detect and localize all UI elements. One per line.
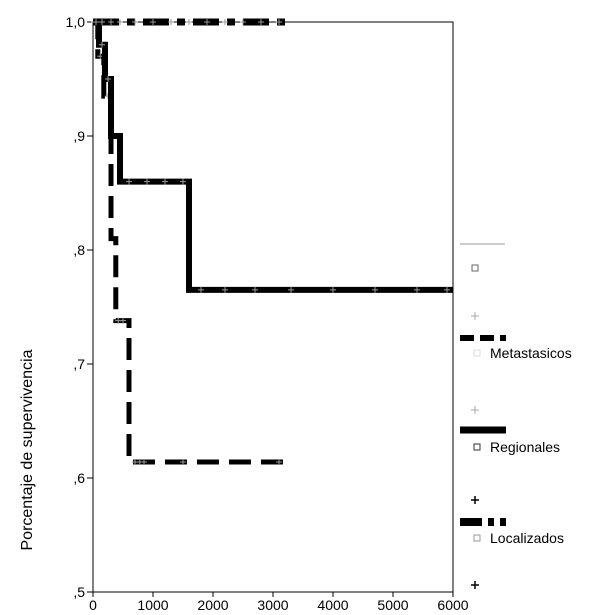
censor-mark bbox=[93, 19, 99, 25]
censor-mark bbox=[180, 459, 186, 466]
x-tick-label: 5000 bbox=[377, 597, 408, 613]
censor-mark bbox=[252, 286, 258, 293]
x-tick-label: 4000 bbox=[317, 597, 348, 613]
legend-label-localizados: Localizados bbox=[490, 530, 564, 546]
censor-mark bbox=[126, 178, 132, 185]
x-axis: 0 1000 2000 3000 4000 5000 6000 bbox=[89, 592, 469, 613]
x-tick-label: 0 bbox=[89, 597, 97, 613]
y-tick-label: 1,0 bbox=[66, 14, 86, 30]
y-axis: ,5 ,6 ,7 ,8 ,9 1,0 bbox=[66, 14, 93, 600]
x-tick-label: 2000 bbox=[197, 597, 228, 613]
y-axis-title: Porcentaje de supervivencia bbox=[19, 349, 36, 550]
censor-mark bbox=[444, 286, 450, 293]
censor-mark bbox=[204, 19, 210, 25]
legend-square-icon bbox=[473, 443, 481, 451]
censor-mark bbox=[99, 41, 105, 48]
plot-area bbox=[92, 21, 454, 593]
censor-mark bbox=[240, 19, 246, 25]
censor-mark bbox=[180, 178, 186, 185]
y-tick-label: ,6 bbox=[73, 470, 85, 486]
censor-mark bbox=[222, 286, 228, 293]
censor-mark bbox=[288, 286, 294, 293]
legend: Metastasicos Regionales Localizados bbox=[460, 243, 572, 589]
series-localizados bbox=[93, 18, 285, 26]
censor-mark bbox=[108, 19, 114, 25]
censor-mark bbox=[162, 178, 168, 185]
x-tick-label: 1000 bbox=[137, 597, 168, 613]
legend-plus-icon bbox=[471, 312, 479, 320]
y-tick-label: ,5 bbox=[73, 584, 85, 600]
legend-square-icon bbox=[473, 534, 481, 542]
y-tick-label: ,9 bbox=[73, 128, 85, 144]
censor-mark bbox=[120, 317, 126, 324]
series-layer bbox=[91, 18, 453, 466]
censor-mark bbox=[105, 76, 111, 82]
legend-label-metastasicos: Metastasicos bbox=[490, 345, 572, 361]
censor-mark bbox=[150, 19, 156, 25]
censor-mark bbox=[222, 19, 228, 25]
censor-mark bbox=[132, 19, 138, 25]
censor-mark bbox=[414, 286, 420, 293]
censor-mark bbox=[141, 459, 147, 466]
plot-border bbox=[92, 21, 454, 593]
censor-mark bbox=[276, 459, 282, 466]
censor-mark bbox=[117, 19, 123, 25]
legend-plus-icon bbox=[471, 496, 479, 504]
y-tick-label: ,7 bbox=[73, 356, 85, 372]
series-regionales bbox=[91, 19, 453, 293]
censor-mark bbox=[198, 286, 204, 293]
x-tick-label: 3000 bbox=[257, 597, 288, 613]
censor-mark bbox=[372, 286, 378, 293]
x-tick-label: 6000 bbox=[437, 597, 468, 613]
series-line bbox=[93, 19, 285, 465]
legend-plus-icon bbox=[471, 406, 479, 414]
legend-plus-icon bbox=[471, 581, 479, 589]
y-tick-label: ,8 bbox=[73, 242, 85, 258]
legend-label-regionales: Regionales bbox=[490, 439, 560, 455]
censor-mark bbox=[168, 19, 174, 25]
censor-mark bbox=[258, 19, 264, 25]
censor-mark bbox=[144, 178, 150, 185]
censor-mark bbox=[330, 286, 336, 293]
censor-mark bbox=[276, 19, 282, 25]
censor-mark bbox=[99, 19, 105, 25]
series-line bbox=[93, 19, 453, 293]
legend-square-icon bbox=[471, 264, 479, 272]
censor-mark bbox=[186, 19, 192, 25]
legend-square-icon bbox=[473, 349, 481, 357]
